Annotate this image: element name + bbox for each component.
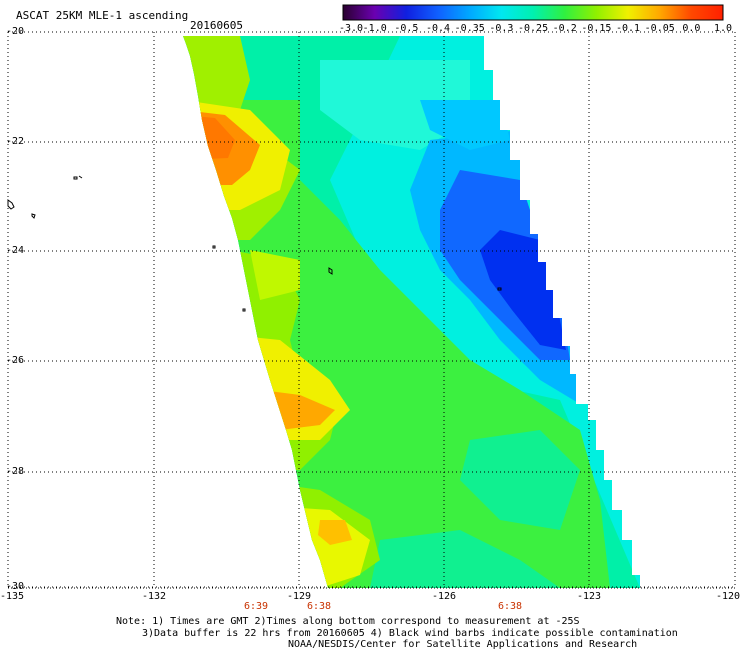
colorbar-tick-label: -0.15 [581, 23, 612, 34]
longitude-tick-label: -132 [142, 591, 167, 602]
latitude-tick-label: -30 [6, 581, 25, 592]
latitude-tick-label: -26 [6, 355, 25, 366]
graticule [7, 31, 736, 588]
latitude-tick-label: -22 [6, 136, 25, 147]
colorbar-tick-label: -0.05 [644, 23, 675, 34]
color-scale-bar [342, 4, 724, 21]
swath-field [183, 36, 640, 588]
latitude-tick-label: -28 [6, 466, 25, 477]
note-line-2: 3)Data buffer is 22 hrs from 20160605 4)… [142, 628, 678, 639]
latitude-tick-label: -20 [6, 26, 25, 37]
colorbar-tick-label: -0.4 [426, 23, 451, 34]
time-label-3: 6:38 [498, 601, 523, 612]
longitude-tick-label: -129 [287, 591, 312, 602]
colorbar-tick-label: -0.35 [454, 23, 485, 34]
colorbar-tick-label: 1.0 [714, 23, 733, 34]
colorbar-tick-label: -1.0 [362, 23, 387, 34]
colorbar-tick-label: -0.2 [552, 23, 577, 34]
colorbar-tick-label: -0.3 [489, 23, 514, 34]
time-label-2: 6:38 [307, 601, 332, 612]
colorbar-tick-label: 0.0 [682, 23, 701, 34]
note-line-1: Note: 1) Times are GMT 2)Times along bot… [116, 616, 580, 627]
colorbar-tick-label: -0.25 [518, 23, 549, 34]
longitude-tick-label: -126 [432, 591, 457, 602]
colorbar-tick-label: -0.1 [616, 23, 641, 34]
longitude-tick-label: -135 [0, 591, 25, 602]
longitude-tick-label: -123 [577, 591, 602, 602]
product-title: ASCAT 25KM MLE-1 ascending [16, 9, 189, 22]
note-line-3: NOAA/NESDIS/Center for Satellite Applica… [288, 639, 638, 650]
colorbar-tick-label: -3.0 [339, 23, 364, 34]
color-scale-gradient [343, 5, 723, 20]
colorbar-tick-label: -0.5 [394, 23, 419, 34]
time-label-1: 6:39 [244, 601, 269, 612]
product-date: 20160605 [190, 19, 243, 32]
longitude-tick-label: -120 [716, 591, 740, 602]
latitude-tick-label: -24 [6, 245, 25, 256]
land-contours [7, 175, 502, 312]
